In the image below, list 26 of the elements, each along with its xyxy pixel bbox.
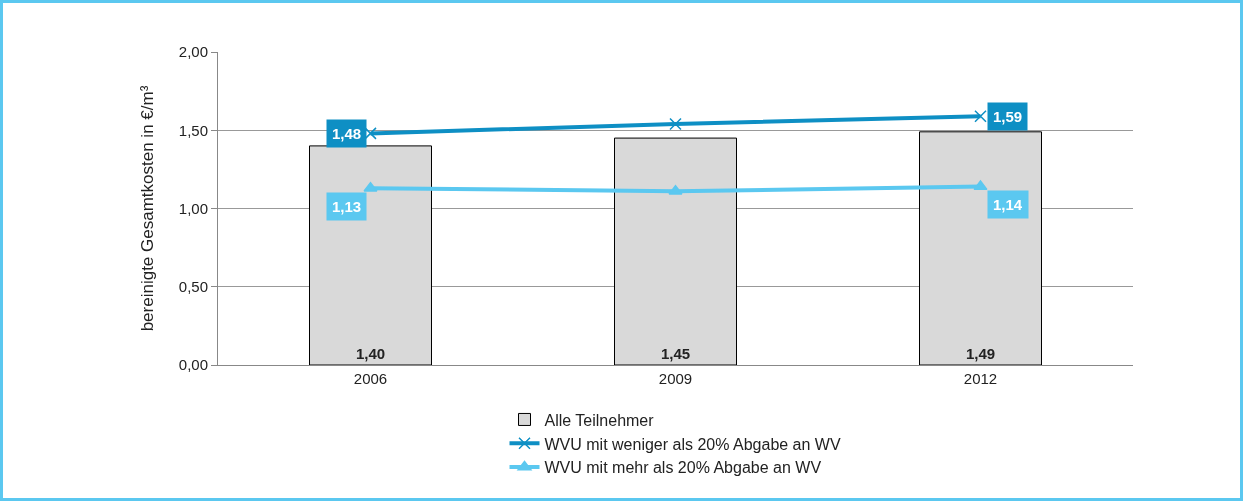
- bar: [309, 145, 432, 365]
- y-tick-label: 1,50: [178, 121, 208, 139]
- y-tick-label: 0,50: [178, 278, 208, 295]
- y-axis-title: bereinigte Gesamtkosten in €/m³: [138, 85, 158, 332]
- point: [669, 117, 682, 131]
- data-label: 1,40: [355, 345, 386, 362]
- point: [974, 109, 987, 123]
- data-label: 1,59: [993, 108, 1023, 125]
- legend-label: WVU mit mehr als 20% Abgabe an WV: [544, 459, 822, 477]
- data-label: 1,14: [993, 196, 1023, 213]
- point: [363, 181, 378, 192]
- x-tick-label: 2012: [963, 370, 998, 387]
- data-label: 1,13: [332, 198, 362, 215]
- bar: [614, 137, 737, 365]
- data-label: 1,49: [965, 345, 996, 362]
- x-tick-label: 2006: [353, 370, 388, 387]
- x-tick-label: 2009: [658, 370, 693, 387]
- data-label: 1,48: [332, 125, 362, 142]
- legend-label: Alle Teilnehmer: [544, 411, 655, 429]
- data-label: 1,45: [660, 345, 691, 362]
- point: [973, 180, 988, 191]
- y-tick-label: 2,00: [178, 43, 208, 61]
- y-tick-label: 1,00: [178, 199, 208, 217]
- legend-label: WVU mit weniger als 20% Abgabe an WV: [544, 435, 841, 453]
- bar: [919, 131, 1042, 365]
- y-tick-label: 0,00: [178, 356, 208, 374]
